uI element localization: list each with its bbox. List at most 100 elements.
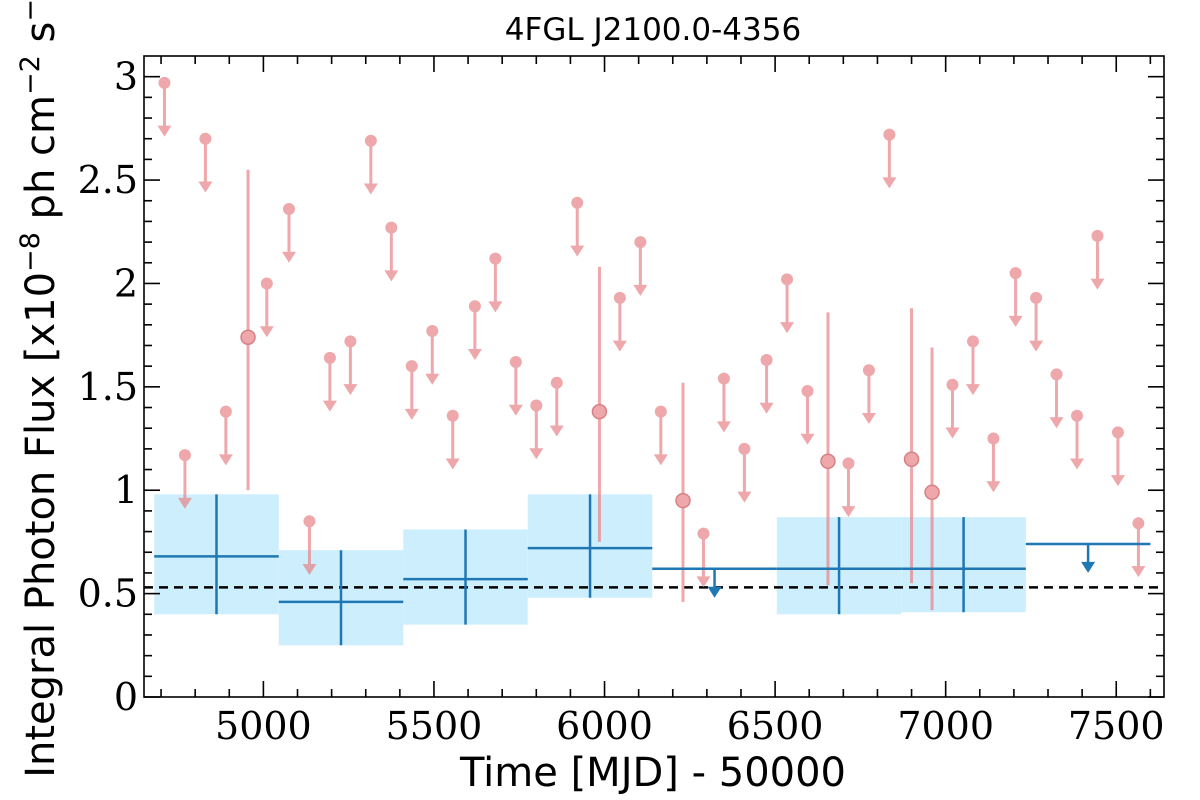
upper-limit-dot	[178, 449, 191, 462]
short-bin-upper-limit-4	[259, 277, 274, 338]
upper-limit-dot	[738, 442, 751, 455]
upper-limit-arrow	[529, 448, 544, 460]
long-bin-upper-limit-0	[652, 567, 777, 598]
upper-limit-arrow	[780, 322, 795, 334]
short-bin-upper-limit-14	[467, 300, 482, 360]
short-bin-upper-limit-38	[1070, 409, 1085, 470]
upper-limit-arrow	[467, 348, 482, 360]
detection-marker	[924, 484, 940, 501]
upper-limit-dot	[654, 405, 667, 418]
upper-limit-arrow	[343, 384, 358, 396]
upper-limit-arrow	[281, 251, 296, 263]
short-bin-upper-limit-5	[281, 203, 296, 263]
short-bin-upper-limit-13	[445, 409, 460, 470]
long-bin-detection-4	[776, 517, 902, 615]
y-tick-label: 3	[114, 55, 138, 99]
long-bin-ul-arrow	[707, 586, 722, 598]
upper-limit-dot	[385, 221, 398, 234]
detection-marker	[591, 403, 608, 420]
upper-limit-dot	[550, 376, 563, 389]
upper-limit-dot	[426, 325, 439, 338]
upper-limit-arrow	[302, 564, 317, 576]
short-bin-upper-limit-30	[861, 364, 876, 425]
y-tick-label: 0	[114, 675, 138, 719]
upper-limit-arrow	[965, 384, 980, 396]
x-tick-label: 6500	[727, 704, 824, 748]
short-bin-detection-2	[675, 382, 691, 602]
x-tick-label: 5500	[386, 704, 483, 748]
detection-marker	[903, 451, 920, 467]
upper-limit-arrow	[384, 270, 399, 282]
short-bin-upper-limit-32	[945, 378, 960, 439]
plot-frame	[143, 55, 1165, 698]
long-bin-detection-5	[901, 517, 1026, 613]
short-bin-upper-limit-29	[841, 457, 856, 518]
upper-limit-arrow	[1110, 475, 1125, 487]
x-tick-label: 6000	[556, 704, 653, 748]
upper-limit-dot	[303, 515, 316, 528]
upper-limit-arrow	[737, 491, 752, 503]
y-tick-label: 2.5	[78, 158, 138, 202]
upper-limit-dot	[1009, 267, 1022, 280]
short-bin-points	[157, 76, 1146, 611]
long-bin-points	[154, 494, 1151, 646]
short-bin-upper-limit-16	[508, 356, 523, 416]
short-bin-upper-limit-40	[1110, 426, 1125, 487]
upper-limit-dot	[260, 277, 273, 290]
short-bin-detection-0	[240, 169, 256, 491]
x-tick-label: 7000	[897, 704, 994, 748]
upper-limit-arrow	[198, 181, 213, 193]
upper-limit-dot	[1030, 291, 1043, 304]
short-bin-upper-limit-34	[986, 432, 1001, 493]
short-bin-upper-limit-22	[653, 405, 668, 466]
upper-limit-dot	[634, 236, 647, 249]
short-bin-detection-4	[903, 308, 920, 584]
upper-limit-dot	[323, 351, 336, 364]
upper-limit-arrow	[1090, 278, 1105, 290]
short-bin-upper-limit-19	[570, 196, 585, 257]
upper-limit-dot	[344, 335, 357, 348]
upper-limit-arrow	[653, 454, 668, 466]
y-tick-label: 1	[114, 468, 138, 512]
short-bin-upper-limit-1	[177, 449, 192, 509]
upper-limit-dot	[530, 399, 543, 412]
upper-limit-arrow	[177, 497, 192, 509]
upper-limit-dot	[613, 291, 626, 304]
upper-limit-arrow	[633, 284, 648, 296]
axis-ticks: 5000 5500 6000 6500 7000 7500 0 0.5 1 1.5 2 2.5 3	[78, 55, 1165, 748]
short-bin-detection-5	[924, 347, 940, 611]
short-bin-upper-limit-3	[218, 405, 233, 466]
upper-limit-dot	[468, 300, 481, 313]
long-bin-detection-0	[154, 494, 279, 615]
x-axis-label: Time [MJD] - 50000	[459, 750, 846, 796]
long-bin-detection-1	[278, 550, 404, 646]
upper-limit-arrow	[612, 340, 627, 352]
long-bin-upper-limit-1	[1025, 542, 1151, 573]
upper-limit-arrow	[1029, 340, 1044, 352]
y-tick-label: 2	[114, 261, 138, 305]
upper-limit-arrow	[445, 458, 460, 470]
upper-limit-dot	[966, 335, 979, 348]
long-bin-detection-3	[527, 494, 653, 598]
upper-limit-arrow	[945, 427, 960, 439]
upper-limit-dot	[219, 405, 232, 418]
upper-limit-dot	[717, 372, 730, 385]
short-bin-upper-limit-0	[157, 76, 172, 137]
short-bin-upper-limit-31	[882, 128, 897, 189]
upper-limit-dot	[781, 273, 794, 286]
upper-limit-arrow	[549, 425, 564, 437]
detection-marker	[240, 329, 256, 345]
upper-limit-arrow	[882, 177, 897, 189]
short-bin-upper-limit-21	[633, 236, 648, 296]
upper-limit-dot	[1071, 409, 1084, 422]
short-bin-upper-limit-27	[780, 273, 795, 334]
short-bin-upper-limit-7	[322, 351, 337, 412]
short-bin-upper-limit-8	[343, 335, 358, 396]
short-bin-upper-limit-10	[384, 221, 399, 282]
long-bin-ul-arrow	[1081, 561, 1096, 573]
short-bin-upper-limit-12	[425, 325, 440, 385]
upper-limit-dot	[946, 378, 959, 391]
upper-limit-dot	[489, 252, 502, 265]
short-bin-upper-limit-24	[716, 372, 731, 433]
